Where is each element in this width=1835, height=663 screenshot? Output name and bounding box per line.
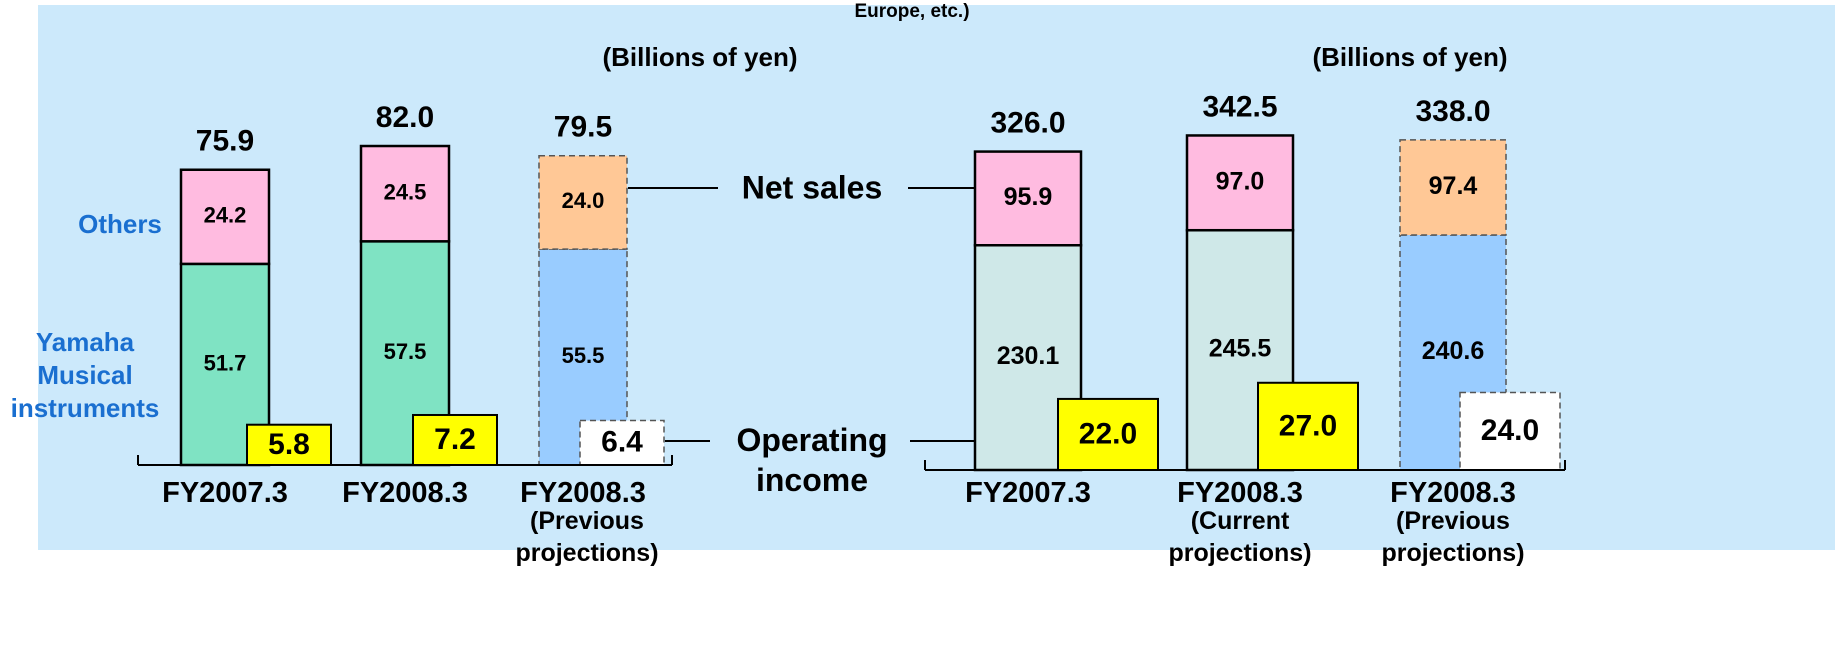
x-tick-label: FY2007.3 — [162, 477, 288, 509]
legend-entry: Others — [78, 209, 162, 239]
segment-label: 95.9 — [1004, 183, 1053, 211]
x-tick-label: FY2008.3 — [1390, 477, 1516, 509]
legend-entry: Yamaha Musical instruments — [10, 327, 160, 423]
segment-label: 230.1 — [997, 342, 1060, 370]
operating-income-label: 7.2 — [434, 423, 476, 456]
operating-income-box — [1459, 391, 1561, 471]
total-label: 326.0 — [990, 107, 1065, 140]
x-tick-label: FY2007.3 — [965, 477, 1091, 509]
segment-label: 97.4 — [1429, 172, 1478, 200]
total-label: 75.9 — [196, 125, 254, 158]
total-label: 82.0 — [376, 101, 434, 134]
bar-segment — [179, 168, 271, 266]
operating-income-box — [412, 413, 498, 467]
segment-label: 57.5 — [384, 339, 427, 364]
operating-income-label: 5.8 — [268, 428, 310, 461]
bar-segment — [359, 144, 451, 243]
total-label: 79.5 — [554, 111, 612, 144]
segment-label: 24.2 — [204, 203, 247, 228]
segment-label: 24.0 — [562, 188, 605, 213]
operating-income-label: 6.4 — [601, 426, 643, 459]
segment-label: 24.5 — [384, 179, 427, 204]
bar-segment — [1185, 134, 1295, 232]
segment-label: 240.6 — [1422, 337, 1485, 365]
operating-income-label: 22.0 — [1079, 417, 1137, 450]
header-fragment: Europe, etc.) — [854, 1, 969, 22]
segment-label: 97.0 — [1216, 167, 1265, 195]
unit-label: (Billions of yen) — [1312, 42, 1508, 72]
total-label: 342.5 — [1202, 90, 1277, 123]
x-tick-label: FY2008.3 — [520, 477, 646, 509]
segment-label: 55.5 — [562, 343, 605, 368]
unit-label: (Billions of yen) — [602, 42, 798, 72]
category-note: (Current projections) — [1168, 507, 1312, 567]
segment-label: 245.5 — [1209, 335, 1272, 363]
segment-label: 51.7 — [204, 350, 247, 375]
operating-income-box — [246, 423, 332, 467]
operating-income-label: Operating income — [736, 422, 888, 498]
operating-income-box — [1057, 397, 1159, 471]
bar-segment — [1399, 139, 1507, 236]
total-label: 338.0 — [1415, 95, 1490, 128]
x-tick-label: FY2008.3 — [1177, 477, 1303, 509]
category-note: (Previous projections) — [515, 507, 659, 567]
bar-segment — [973, 150, 1083, 247]
bar-segment — [538, 154, 628, 250]
operating-income-label: 27.0 — [1279, 409, 1337, 442]
net-sales-label: Net sales — [742, 169, 883, 205]
category-note: (Previous projections) — [1381, 507, 1525, 567]
operating-income-label: 24.0 — [1481, 414, 1539, 447]
x-tick-label: FY2008.3 — [342, 477, 468, 509]
operating-income-box — [1257, 381, 1359, 471]
